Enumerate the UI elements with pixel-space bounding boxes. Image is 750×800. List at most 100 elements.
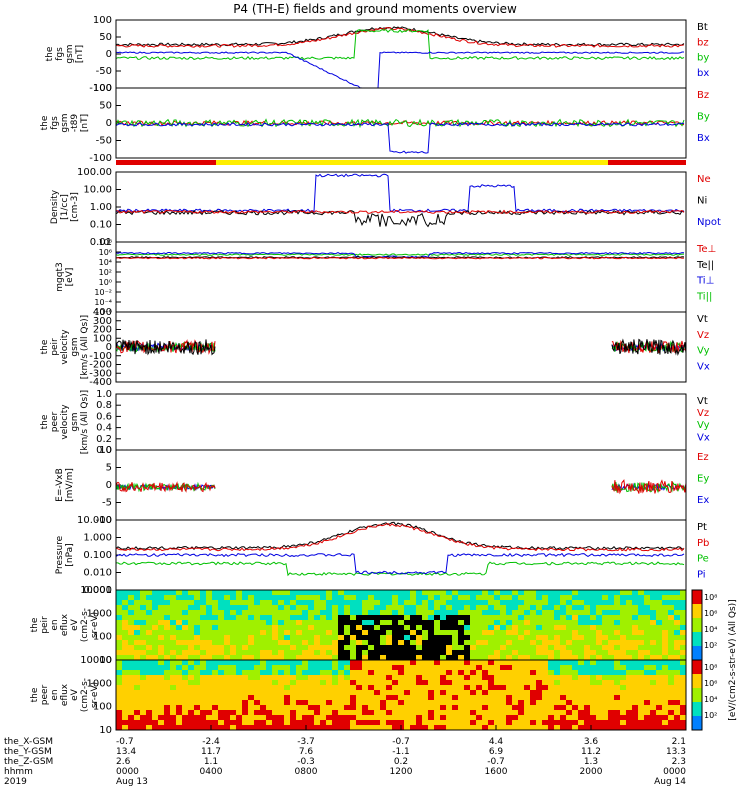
electron-spectrogram-cell bbox=[560, 665, 567, 671]
electron-spectrogram-cell bbox=[206, 690, 213, 696]
ion-spectrogram-cell bbox=[644, 640, 651, 646]
ion-spectrogram-cell bbox=[620, 605, 627, 611]
ion-spectrogram-cell bbox=[272, 605, 279, 611]
electron-spectrogram-cell bbox=[482, 685, 489, 691]
electron-spectrogram-cell bbox=[296, 725, 303, 731]
electron-spectrogram-cell bbox=[446, 675, 453, 681]
ion-spectrogram-cell bbox=[614, 620, 621, 626]
electron-spectrogram-cell bbox=[632, 670, 639, 676]
electron-spectrogram-cell bbox=[200, 725, 207, 731]
electron-spectrogram-cell bbox=[584, 720, 591, 726]
ion-spectrogram-cell bbox=[644, 610, 651, 616]
electron-spectrogram-cell bbox=[512, 695, 519, 701]
ion-spectrogram-cell bbox=[338, 630, 345, 636]
ion-spectrogram-cell bbox=[350, 655, 357, 661]
panel-frame bbox=[115, 19, 687, 89]
electron-spectrogram-cell bbox=[506, 695, 513, 701]
ion-spectrogram-cell bbox=[398, 610, 405, 616]
electron-spectrogram-cell bbox=[314, 665, 321, 671]
electron-spectrogram-cell bbox=[350, 725, 357, 731]
ion-spectrogram-cell bbox=[416, 635, 423, 641]
ion-spectrogram-cell bbox=[308, 635, 315, 641]
electron-spectrogram-cell bbox=[266, 665, 273, 671]
y-axis-label: en bbox=[50, 619, 60, 630]
electron-spectrogram-cell bbox=[464, 670, 471, 676]
electron-spectrogram-cell bbox=[650, 675, 657, 681]
electron-spectrogram-cell bbox=[416, 690, 423, 696]
ion-spectrogram-cell bbox=[368, 635, 375, 641]
electron-spectrogram-cell bbox=[578, 700, 585, 706]
electron-spectrogram-cell bbox=[404, 680, 411, 686]
electron-spectrogram-cell bbox=[626, 700, 633, 706]
ion-spectrogram-cell bbox=[356, 650, 363, 656]
ion-spectrogram-cell bbox=[362, 640, 369, 646]
electron-spectrogram-cell bbox=[116, 710, 123, 716]
ion-spectrogram-cell bbox=[440, 645, 447, 651]
electron-spectrogram-cell bbox=[434, 705, 441, 711]
ion-spectrogram-cell bbox=[560, 620, 567, 626]
electron-spectrogram-cell bbox=[440, 700, 447, 706]
electron-spectrogram-cell bbox=[596, 670, 603, 676]
ion-spectrogram-cell bbox=[152, 625, 159, 631]
electron-spectrogram-cell bbox=[254, 690, 261, 696]
electron-spectrogram-cell bbox=[272, 665, 279, 671]
electron-spectrogram-cell bbox=[296, 710, 303, 716]
ion-spectrogram-cell bbox=[566, 640, 573, 646]
electron-spectrogram-cell bbox=[440, 660, 447, 666]
electron-spectrogram-cell bbox=[608, 665, 615, 671]
ion-spectrogram-cell bbox=[146, 650, 153, 656]
ion-spectrogram-cell bbox=[170, 655, 177, 661]
ion-spectrogram-cell bbox=[608, 610, 615, 616]
electron-spectrogram-cell bbox=[194, 660, 201, 666]
ion-spectrogram-cell bbox=[272, 615, 279, 621]
electron-spectrogram-cell bbox=[530, 695, 537, 701]
ion-spectrogram-cell bbox=[494, 600, 501, 606]
legend-entry: Ex bbox=[697, 495, 709, 506]
electron-spectrogram-cell bbox=[254, 675, 261, 681]
electron-spectrogram-cell bbox=[152, 675, 159, 681]
electron-spectrogram-cell bbox=[446, 710, 453, 716]
electron-spectrogram-cell bbox=[398, 670, 405, 676]
electron-spectrogram-cell bbox=[440, 715, 447, 721]
electron-spectrogram-cell bbox=[674, 710, 681, 716]
electron-spectrogram-cell bbox=[284, 700, 291, 706]
ion-spectrogram-cell bbox=[440, 600, 447, 606]
ion-spectrogram-cell bbox=[170, 600, 177, 606]
electron-spectrogram-cell bbox=[620, 670, 627, 676]
electron-spectrogram-cell bbox=[284, 715, 291, 721]
ion-spectrogram-cell bbox=[410, 595, 417, 601]
ion-spectrogram-cell bbox=[128, 625, 135, 631]
ion-spectrogram-cell bbox=[314, 655, 321, 661]
ion-spectrogram-cell bbox=[272, 625, 279, 631]
ion-spectrogram-cell bbox=[416, 600, 423, 606]
ion-spectrogram-cell bbox=[548, 650, 555, 656]
ion-spectrogram-cell bbox=[152, 620, 159, 626]
electron-spectrogram-cell bbox=[578, 670, 585, 676]
electron-spectrogram-cell bbox=[668, 725, 675, 731]
electron-spectrogram-cell bbox=[638, 720, 645, 726]
ion-spectrogram-cell bbox=[674, 655, 681, 661]
electron-spectrogram-cell bbox=[578, 685, 585, 691]
electron-spectrogram-cell bbox=[464, 690, 471, 696]
electron-spectrogram-cell bbox=[194, 705, 201, 711]
y-axis-label: Density bbox=[50, 189, 60, 224]
electron-spectrogram-cell bbox=[140, 665, 147, 671]
electron-spectrogram-cell bbox=[542, 700, 549, 706]
ion-spectrogram-cell bbox=[368, 645, 375, 651]
ion-spectrogram-cell bbox=[224, 630, 231, 636]
ion-spectrogram-cell bbox=[650, 590, 657, 596]
ion-spectrogram-cell bbox=[344, 630, 351, 636]
ion-spectrogram-cell bbox=[242, 630, 249, 636]
ion-spectrogram-cell bbox=[566, 615, 573, 621]
electron-spectrogram-cell bbox=[374, 695, 381, 701]
electron-spectrogram-cell bbox=[224, 695, 231, 701]
electron-spectrogram-cell bbox=[368, 705, 375, 711]
electron-spectrogram-cell bbox=[344, 725, 351, 731]
ion-spectrogram-cell bbox=[662, 640, 669, 646]
ion-spectrogram-cell bbox=[128, 620, 135, 626]
ion-spectrogram-cell bbox=[224, 615, 231, 621]
electron-spectrogram-cell bbox=[122, 695, 129, 701]
electron-spectrogram-cell bbox=[374, 685, 381, 691]
ion-spectrogram-cell bbox=[380, 615, 387, 621]
ion-spectrogram-cell bbox=[212, 640, 219, 646]
